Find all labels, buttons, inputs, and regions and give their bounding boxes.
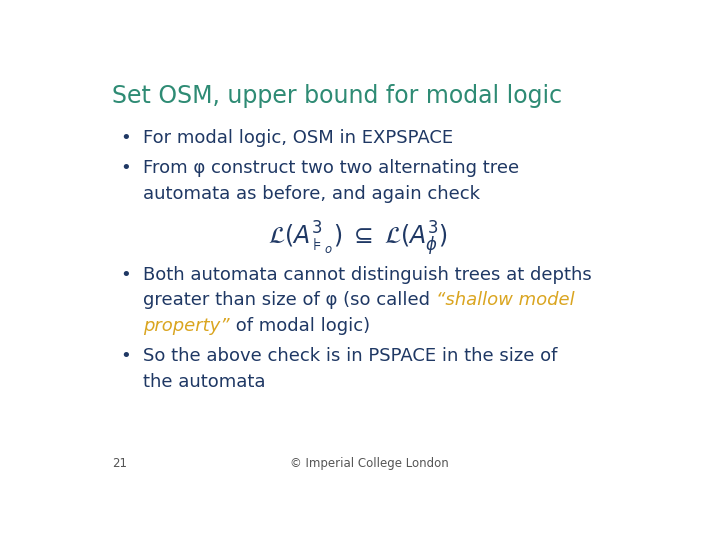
Text: greater than size of φ (so called: greater than size of φ (so called — [143, 292, 436, 309]
Text: •: • — [121, 129, 132, 147]
Text: From φ construct two two alternating tree: From φ construct two two alternating tre… — [143, 159, 519, 177]
Text: the automata: the automata — [143, 373, 266, 391]
Text: “shallow model: “shallow model — [436, 292, 575, 309]
Text: 21: 21 — [112, 457, 127, 470]
Text: •: • — [121, 266, 132, 284]
Text: $\mathcal{L}(A^3_{\models_o}) \;\subseteq\; \mathcal{L}(A^3_{\phi})$: $\mathcal{L}(A^3_{\models_o}) \;\subsete… — [268, 219, 448, 258]
Text: property”: property” — [143, 317, 230, 335]
Text: •: • — [121, 347, 132, 365]
Text: Both automata cannot distinguish trees at depths: Both automata cannot distinguish trees a… — [143, 266, 592, 284]
Text: Set OSM, upper bound for modal logic: Set OSM, upper bound for modal logic — [112, 84, 562, 107]
Text: So the above check is in PSPACE in the size of: So the above check is in PSPACE in the s… — [143, 347, 557, 365]
Text: automata as before, and again check: automata as before, and again check — [143, 185, 480, 203]
Text: of modal logic): of modal logic) — [230, 317, 370, 335]
Text: © Imperial College London: © Imperial College London — [289, 457, 449, 470]
Text: For modal logic, OSM in EXPSPACE: For modal logic, OSM in EXPSPACE — [143, 129, 453, 147]
Text: •: • — [121, 159, 132, 177]
